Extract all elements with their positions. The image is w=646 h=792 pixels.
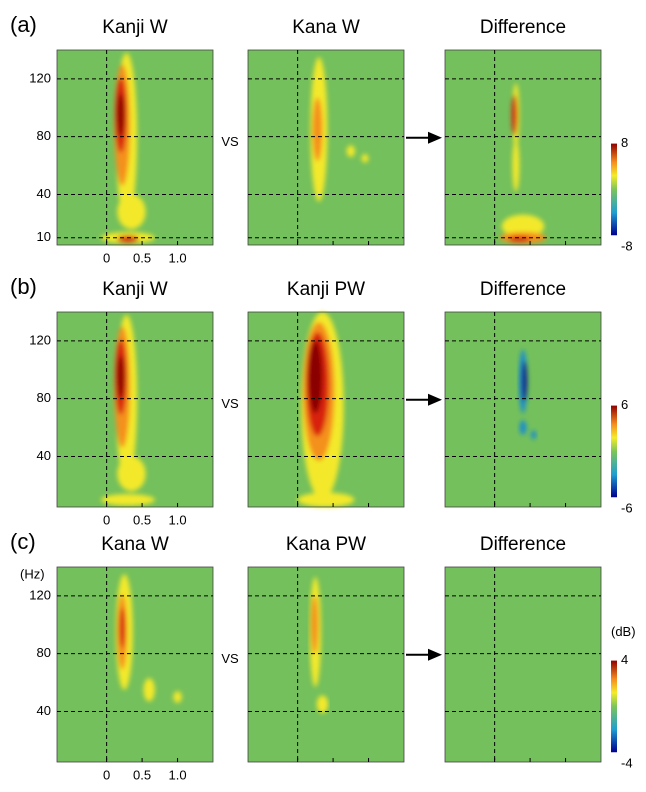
activity-blob (173, 691, 182, 703)
colorbar-unit: (dB) (611, 624, 636, 639)
panel-frame (56, 49, 214, 246)
activity-blob (308, 340, 323, 414)
activity-blob (501, 214, 545, 238)
heatmap-activity (100, 52, 155, 244)
y-tick-label: 40 (37, 703, 51, 718)
heatmap-activity (115, 574, 182, 703)
heatmap-activity (297, 312, 355, 507)
arrow-head (428, 648, 442, 661)
y-tick-label: 80 (37, 390, 51, 405)
y-tick-label: 120 (29, 332, 51, 347)
panel-title: Kana W (292, 17, 360, 38)
x-tick-label: 1.0 (169, 250, 187, 265)
x-tick-label: 0.5 (133, 512, 151, 527)
y-tick-label: 80 (37, 645, 51, 660)
x-tick-label: 0 (103, 512, 110, 527)
y-tick-label: 120 (29, 587, 51, 602)
colorbar-label: 6 (621, 397, 628, 412)
activity-blob (312, 97, 323, 162)
panel-title: Kana W (101, 534, 169, 555)
x-tick-label: 0.5 (133, 250, 151, 265)
heatmap-activity (100, 314, 155, 506)
panel-frame (56, 311, 214, 508)
panel-frame (56, 566, 214, 763)
x-tick-label: 0.5 (133, 767, 151, 782)
panel-title: Difference (480, 279, 566, 300)
vs-label: VS (221, 134, 239, 149)
activity-blob (346, 145, 356, 157)
activity-blob (511, 94, 518, 136)
heatmap-activity (309, 577, 329, 713)
activity-blob (519, 420, 527, 435)
heatmap-activity (499, 83, 547, 244)
x-tick-label: 1.0 (169, 767, 187, 782)
activity-blob (100, 494, 155, 506)
activity-blob (530, 430, 537, 440)
y-tick-label: 80 (37, 128, 51, 143)
y-unit: (Hz) (20, 566, 45, 581)
arrow-head (428, 131, 442, 144)
x-tick-label: 0 (103, 250, 110, 265)
panel-title: Kana PW (286, 534, 366, 555)
heatmap-background (57, 567, 213, 762)
heatmap-background (445, 50, 601, 245)
panel-label: (a) (10, 12, 37, 37)
panel-label: (c) (10, 529, 36, 554)
activity-blob (508, 236, 531, 243)
panel-title: Kanji W (102, 17, 168, 38)
colorbar (611, 405, 617, 498)
activity-blob (117, 235, 139, 243)
heatmap-activity (518, 349, 537, 440)
panel-frame (247, 49, 405, 246)
colorbar-label: -6 (621, 501, 633, 516)
colorbar-label: 4 (621, 652, 628, 667)
vs-label: VS (221, 651, 239, 666)
panel-frame (247, 311, 405, 508)
panel-title: Difference (480, 534, 566, 555)
heatmap-activity (310, 57, 369, 202)
y-tick-label: 10 (37, 229, 51, 244)
activity-blob (512, 139, 520, 192)
activity-blob (521, 361, 528, 402)
activity-blob (143, 678, 155, 702)
activity-blob (311, 595, 319, 654)
arrow-head (428, 393, 442, 406)
panel-title: Kanji W (102, 279, 168, 300)
heatmap-background (445, 567, 601, 762)
activity-blob (361, 154, 369, 163)
y-tick-label: 40 (37, 186, 51, 201)
colorbar-label: -8 (621, 239, 633, 254)
panel-frame (444, 49, 602, 246)
colorbar (611, 660, 617, 753)
activity-blob (117, 355, 125, 399)
y-tick-label: 120 (29, 70, 51, 85)
colorbar-label: 8 (621, 135, 628, 150)
activity-blob (117, 456, 146, 492)
x-tick-label: 1.0 (169, 512, 187, 527)
panel-frame (444, 566, 602, 763)
x-tick-label: 0 (103, 767, 110, 782)
activity-blob (119, 607, 126, 648)
activity-blob (117, 194, 146, 230)
colorbar-label: -4 (621, 756, 633, 771)
panel-title: Difference (480, 17, 566, 38)
activity-blob (117, 93, 125, 137)
colorbar (611, 143, 617, 236)
activity-blob (297, 492, 355, 507)
activity-blob (316, 695, 329, 713)
panel-frame (247, 566, 405, 763)
panel-label: (b) (10, 274, 37, 299)
heatmap-background (248, 567, 404, 762)
vs-label: VS (221, 396, 239, 411)
y-tick-label: 40 (37, 448, 51, 463)
panel-frame (444, 311, 602, 508)
panel-title: Kanji PW (287, 279, 365, 300)
